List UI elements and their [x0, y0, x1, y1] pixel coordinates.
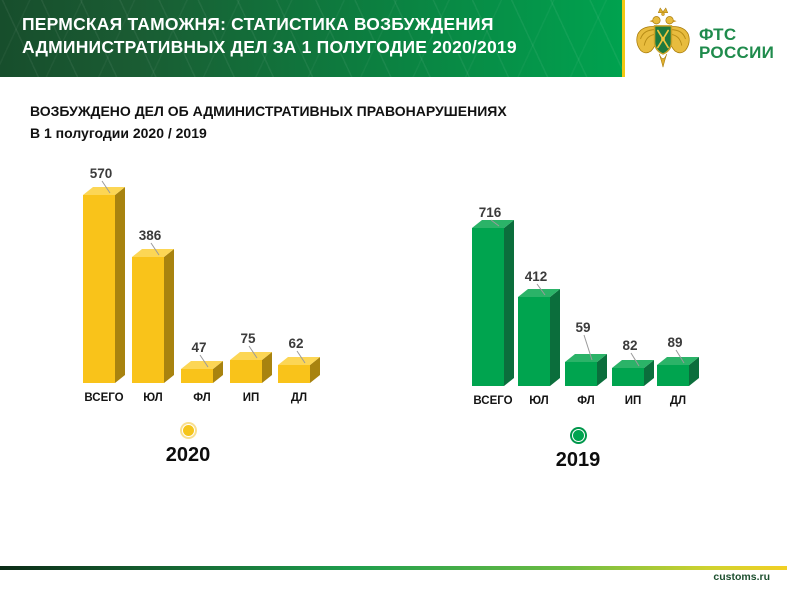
bar-category-label: ВСЕГО [84, 392, 123, 404]
header-divider-stripe [622, 0, 625, 77]
bar-ЮЛ: 386 ЮЛ [132, 228, 174, 404]
legend-label-2020: 2020 [165, 444, 211, 466]
footer-gradient-rule [0, 566, 787, 570]
bar-ИП: 75 ИП [230, 331, 272, 404]
bar-value-label: 716 [479, 205, 502, 220]
bar-category-label: ВСЕГО [473, 395, 512, 407]
fts-logo-block: ФТС РОССИИ [625, 0, 787, 77]
legend-label-2019: 2019 [555, 449, 601, 471]
fts-logo-line2: РОССИИ [699, 43, 775, 62]
bar-ФЛ: 47 ФЛ [181, 340, 223, 404]
bar-ЮЛ: 412 ЮЛ [518, 269, 560, 407]
bar-value-label: 570 [90, 166, 113, 181]
legend-dot-2020-icon [181, 424, 195, 437]
bar-value-label: 62 [288, 336, 303, 351]
bar-ИП: 82 ИП [612, 338, 654, 407]
bar-chart-2019: 716 ВСЕГО 412 ЮЛ 59 ФЛ 82 ИП 89 ДЛ [472, 205, 699, 407]
bar-category-label: ИП [243, 392, 260, 404]
bar-category-label: ИП [625, 395, 642, 407]
bar-ДЛ: 62 ДЛ [278, 336, 320, 404]
bar-value-label: 89 [667, 335, 682, 350]
bar-ДЛ: 89 ДЛ [657, 335, 699, 407]
footer-site-url: customs.ru [713, 571, 770, 583]
bar-category-label: ФЛ [193, 392, 210, 404]
bar-value-label: 82 [622, 338, 637, 353]
bar-category-label: ДЛ [291, 392, 307, 404]
bar-ФЛ: 59 ФЛ [565, 320, 607, 407]
legend-2020: 2020 [146, 424, 230, 466]
bar-value-label: 386 [139, 228, 162, 243]
bar-value-label: 75 [240, 331, 256, 346]
bar-category-label: ЮЛ [529, 395, 549, 407]
legend-2019: 2019 [536, 429, 620, 471]
bar-value-label: 412 [525, 269, 548, 284]
bar-ВСЕГО: 716 ВСЕГО [472, 205, 514, 407]
header-banner: ПЕРМСКАЯ ТАМОЖНЯ: СТАТИСТИКА ВОЗБУЖДЕНИЯ… [0, 0, 622, 77]
bar-value-label: 59 [575, 320, 590, 335]
slide-title-line1: ПЕРМСКАЯ ТАМОЖНЯ: СТАТИСТИКА ВОЗБУЖДЕНИЯ [22, 14, 494, 34]
chart-heading-line2: В 1 полугодии 2020 / 2019 [30, 125, 207, 141]
bar-category-label: ЮЛ [143, 392, 163, 404]
bar-chart-2020: 570 ВСЕГО 386 ЮЛ 47 ФЛ 75 ИП 62 ДЛ [83, 166, 320, 404]
chart-heading: ВОЗБУЖДЕНО ДЕЛ ОБ АДМИНИСТРАТИВНЫХ ПРАВО… [30, 100, 507, 144]
legend-dot-2019-icon [571, 429, 585, 442]
slide-title: ПЕРМСКАЯ ТАМОЖНЯ: СТАТИСТИКА ВОЗБУЖДЕНИЯ… [22, 13, 517, 59]
fts-logo-text: ФТС РОССИИ [699, 26, 774, 62]
fts-customs-eagle-icon [636, 7, 690, 68]
bar-value-label: 47 [191, 340, 206, 355]
slide-title-line2: АДМИНИСТРАТИВНЫХ ДЕЛ ЗА 1 ПОЛУГОДИЕ 2020… [22, 37, 517, 57]
chart-heading-line1: ВОЗБУЖДЕНО ДЕЛ ОБ АДМИНИСТРАТИВНЫХ ПРАВО… [30, 103, 507, 119]
bar-category-label: ДЛ [670, 395, 686, 407]
bar-category-label: ФЛ [577, 395, 594, 407]
bar-ВСЕГО: 570 ВСЕГО [83, 166, 125, 404]
fts-logo-line1: ФТС [699, 25, 737, 44]
